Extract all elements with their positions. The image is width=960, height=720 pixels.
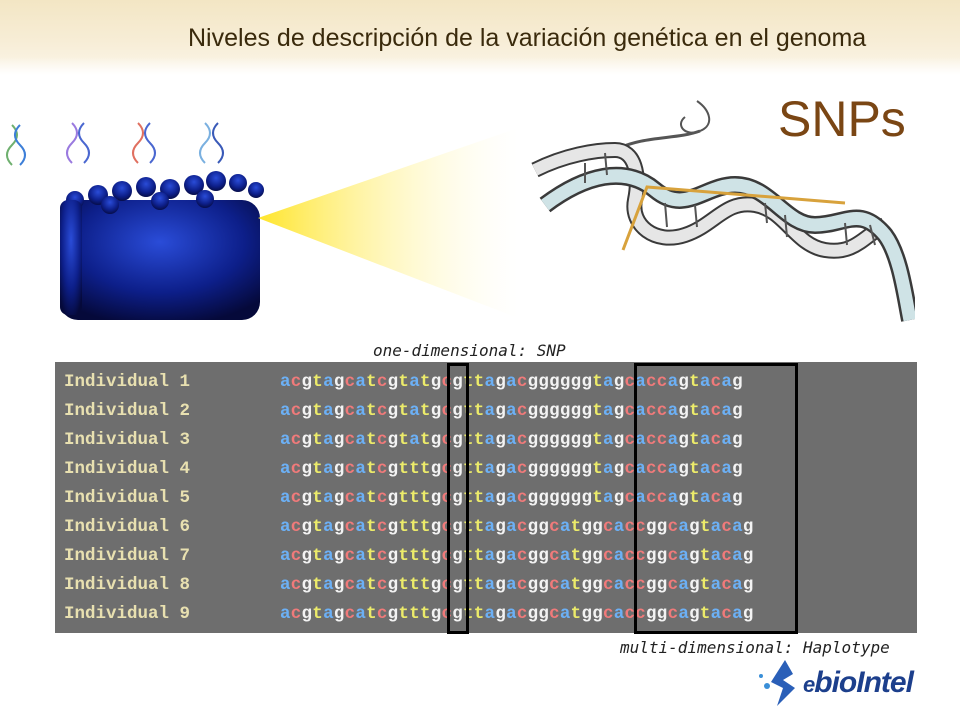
haplotype-highlight-box [634, 363, 798, 634]
sequence-row: Individual 9 acgtagcatcgtttgcgttagacggcat… [64, 600, 754, 629]
individual-label: Individual 1 [64, 372, 191, 392]
ebiointel-logo-icon [759, 660, 795, 706]
ebiointel-logo: ebioIntel [803, 666, 914, 700]
sequence-text: acgtagcatcgtatgcgttagacggggggtagcaccagta… [280, 372, 743, 392]
individual-label: Individual 8 [64, 575, 191, 595]
snp-label: one-dimensional: SNP [373, 341, 566, 360]
sequence-text: acgtagcatcgtatgcgttagacggggggtagcaccagta… [280, 401, 743, 421]
sequence-text: acgtagcatcgtttgcgttagacggcatggcaccggcagt… [280, 517, 754, 537]
logo-name: bioIntel [814, 666, 914, 699]
logo-prefix: e [803, 672, 815, 697]
sequence-row: Individual 2 acgtagcatcgtatgcgttagacggggg… [64, 397, 743, 426]
sequence-row: Individual 6 acgtagcatcgtttgcgttagacggcat… [64, 513, 754, 542]
individual-label: Individual 9 [64, 604, 191, 624]
individual-label: Individual 3 [64, 430, 191, 450]
crowd-illustration [6, 122, 264, 320]
individual-label: Individual 4 [64, 459, 191, 479]
individual-label: Individual 2 [64, 401, 191, 421]
yellow-beam [258, 128, 518, 318]
sequence-row: Individual 1 acgtagcatcgtatgcgttagacggggg… [64, 368, 743, 397]
haplotype-label: multi-dimensional: Haplotype [620, 638, 890, 657]
sequence-alignment-panel [55, 362, 917, 633]
sequence-row: Individual 5 acgtagcatcgtttgcgttagacggggg… [64, 484, 743, 513]
individual-label: Individual 7 [64, 546, 191, 566]
header-band [0, 0, 960, 75]
slide-heading: SNPs [778, 91, 906, 147]
sequence-text: acgtagcatcgtttgcgttagacggcatggcaccggcagt… [280, 575, 754, 595]
mini-dna-strands-icon [6, 122, 224, 166]
dna-helix-illustration [531, 100, 915, 322]
people-silhouettes [60, 171, 264, 320]
individual-label: Individual 6 [64, 517, 191, 537]
sequence-text: acgtagcatcgtttgcgttagacggggggtagcaccagta… [280, 488, 743, 508]
snp-highlight-box [447, 363, 469, 634]
page-title: Niveles de descripción de la variación g… [188, 24, 867, 52]
individual-label: Individual 5 [64, 488, 191, 508]
sequence-row: Individual 8 acgtagcatcgtttgcgttagacggcat… [64, 571, 754, 600]
